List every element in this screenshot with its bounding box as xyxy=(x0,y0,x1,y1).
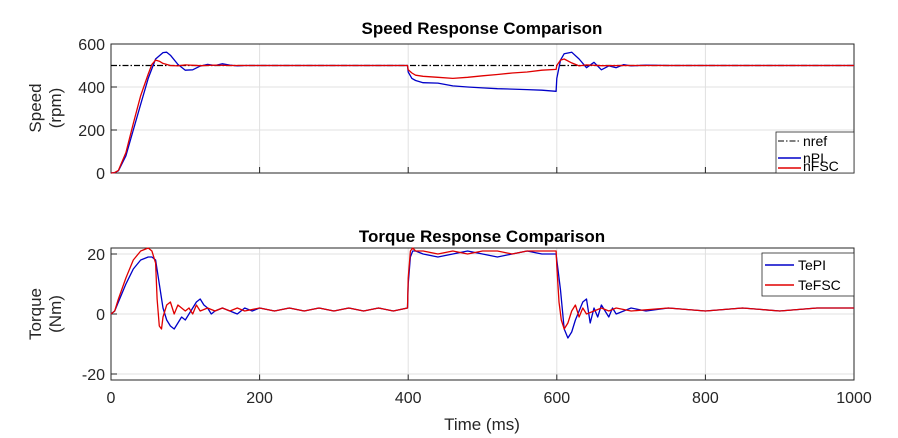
torque-ytick-label-2: 20 xyxy=(87,247,105,264)
torque-xtick-labels: 0 200 400 600 800 1000 xyxy=(107,390,872,407)
speed-plot-frame xyxy=(110,43,855,174)
speed-chart-title: Speed Response Comparison xyxy=(362,19,603,38)
torque-xtick-label-3: 600 xyxy=(543,390,570,407)
speed-legend[interactable]: nref nPI nFSC xyxy=(775,131,855,174)
speed-series-npi xyxy=(110,51,854,174)
speed-legend-box xyxy=(775,131,855,174)
torque-ytick-label-1: 0 xyxy=(96,307,105,324)
speed-ylabel-line2: (rpm) xyxy=(46,88,65,129)
torque-xlabel: Time (ms) xyxy=(444,415,520,434)
torque-series-tefsc xyxy=(110,247,854,330)
torque-xtick-label-1: 200 xyxy=(246,390,273,407)
torque-xtick-label-4: 800 xyxy=(692,390,719,407)
torque-legend[interactable]: TePI TeFSC xyxy=(761,252,855,297)
speed-ylabel-line1: Speed xyxy=(26,83,45,132)
speed-ytick-label-3: 600 xyxy=(78,37,105,54)
torque-chart-title: Torque Response Comparison xyxy=(359,227,605,246)
speed-ytick-label-1: 200 xyxy=(78,123,105,140)
torque-ytick-labels: -20 0 20 xyxy=(82,247,105,384)
torque-panel: Torque Response Comparison Torque (Nm) -… xyxy=(26,227,872,434)
torque-series-tepi xyxy=(110,250,854,339)
speed-series-nfsc xyxy=(110,58,854,174)
speed-ytick-labels: 0 200 400 600 xyxy=(78,37,105,183)
speed-panel: Speed Response Comparison Speed (rpm) 0 2… xyxy=(26,19,855,183)
torque-ylabel-line1: Torque xyxy=(26,288,45,340)
torque-ylabel-line2: (Nm) xyxy=(46,295,65,333)
torque-xtick-label-5: 1000 xyxy=(836,390,872,407)
legend-label-tefsc: TeFSC xyxy=(798,277,841,293)
torque-grid xyxy=(110,248,855,380)
legend-label-nref: nref xyxy=(803,133,827,149)
speed-ytick-label-0: 0 xyxy=(96,166,105,183)
torque-legend-box xyxy=(761,252,855,297)
torque-xtick-label-2: 400 xyxy=(395,390,422,407)
speed-series xyxy=(110,51,854,174)
torque-series xyxy=(110,247,854,339)
legend-label-npi: nPI xyxy=(803,150,824,166)
torque-xtick-label-0: 0 xyxy=(107,390,116,407)
legend-label-tepi: TePI xyxy=(798,257,826,273)
speed-ytick-label-2: 400 xyxy=(78,80,105,97)
legend-label-nfsc: nFSC xyxy=(803,158,839,174)
torque-ytick-label-0: -20 xyxy=(82,367,105,384)
